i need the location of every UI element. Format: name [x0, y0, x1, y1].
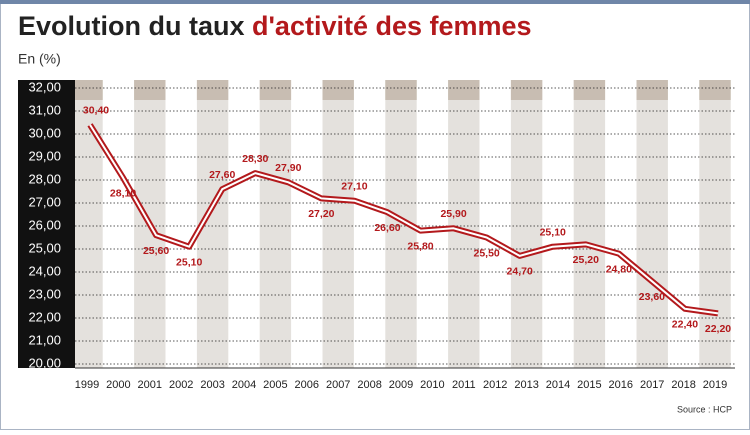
- x-tick-label: 2009: [389, 379, 413, 391]
- title-part: Evolution du taux: [18, 11, 245, 41]
- value-label: 27,10: [341, 180, 367, 192]
- value-label: 22,40: [672, 319, 698, 331]
- value-label: 24,70: [507, 266, 533, 278]
- column-band: [448, 80, 480, 368]
- value-label: 26,60: [374, 222, 400, 234]
- y-tick-label: 24,00: [28, 263, 61, 278]
- column-band: [573, 80, 606, 368]
- value-label: 27,60: [209, 169, 235, 181]
- column-band-top: [510, 80, 543, 100]
- value-label: 22,20: [705, 323, 731, 335]
- column-band-top: [134, 80, 166, 100]
- x-tick-label: 2018: [671, 379, 695, 391]
- y-tick-label: 22,00: [28, 309, 61, 324]
- column-band: [636, 80, 668, 368]
- x-tick-label: 2012: [483, 379, 507, 391]
- y-axis-panel: [18, 80, 75, 368]
- column-band: [259, 80, 292, 368]
- value-label: 25,20: [573, 254, 599, 266]
- y-tick-label: 23,00: [28, 286, 61, 301]
- source: Source : HCP: [677, 404, 732, 414]
- y-tick-label: 31,00: [28, 102, 61, 117]
- x-tick-label: 2003: [200, 379, 224, 391]
- y-tick-label: 21,00: [28, 332, 61, 347]
- column-band: [510, 80, 543, 368]
- value-label: 28,10: [110, 187, 136, 199]
- column-band-top: [322, 80, 354, 100]
- column-band-top: [448, 80, 480, 100]
- x-tick-label: 2011: [452, 379, 476, 391]
- column-band-top: [573, 80, 606, 100]
- value-label: 23,60: [639, 291, 665, 303]
- column-band: [322, 80, 354, 368]
- x-tick-label: 2013: [514, 379, 538, 391]
- column-band-top: [636, 80, 668, 100]
- value-label: 25,90: [440, 208, 466, 220]
- column-band-top: [196, 80, 229, 100]
- value-label: 25,10: [540, 226, 566, 238]
- title-part: d'activité des femmes: [252, 11, 532, 41]
- column-band-top: [259, 80, 292, 100]
- value-label: 25,60: [143, 245, 169, 257]
- x-tick-label: 2008: [357, 379, 381, 391]
- subtitle: En (%): [18, 51, 61, 67]
- column-band: [699, 80, 731, 368]
- y-tick-label: 29,00: [28, 148, 61, 163]
- top-border: [0, 0, 750, 4]
- x-tick-label: 2004: [232, 379, 256, 391]
- value-label: 25,80: [407, 240, 433, 252]
- x-tick-label: 1999: [75, 379, 99, 391]
- x-tick-label: 2019: [703, 379, 727, 391]
- column-band-top: [699, 80, 731, 100]
- y-tick-label: 28,00: [28, 171, 61, 186]
- x-tick-label: 2017: [640, 379, 664, 391]
- column-band: [75, 80, 103, 368]
- x-tick-label: 2014: [546, 379, 570, 391]
- y-tick-label: 25,00: [28, 240, 61, 255]
- x-tick-label: 2005: [263, 379, 287, 391]
- column-band-top: [385, 80, 417, 100]
- x-tick-label: 2010: [420, 379, 444, 391]
- x-tick-label: 2016: [609, 379, 633, 391]
- y-tick-label: 20,00: [28, 355, 61, 370]
- x-tick-label: 2000: [106, 379, 130, 391]
- y-tick-label: 32,00: [28, 79, 61, 94]
- x-tick-label: 2007: [326, 379, 350, 391]
- column-band-top: [75, 80, 103, 100]
- value-label: 27,90: [275, 162, 301, 174]
- value-label: 25,10: [176, 256, 202, 268]
- value-label: 27,20: [308, 208, 334, 220]
- chart-title: Evolution du taux d'activité des femmes: [18, 11, 532, 41]
- x-tick-label: 2001: [138, 379, 162, 391]
- y-tick-label: 27,00: [28, 194, 61, 209]
- x-tick-label: 2002: [169, 379, 193, 391]
- line-inner: [89, 124, 719, 315]
- y-tick-label: 30,00: [28, 125, 61, 140]
- x-tick-label: 2015: [577, 379, 601, 391]
- value-label: 30,40: [83, 105, 109, 117]
- value-label: 28,30: [242, 153, 268, 165]
- x-tick-label: 2006: [295, 379, 319, 391]
- value-label: 24,80: [606, 263, 632, 275]
- y-tick-label: 26,00: [28, 217, 61, 232]
- value-label: 25,50: [473, 247, 499, 259]
